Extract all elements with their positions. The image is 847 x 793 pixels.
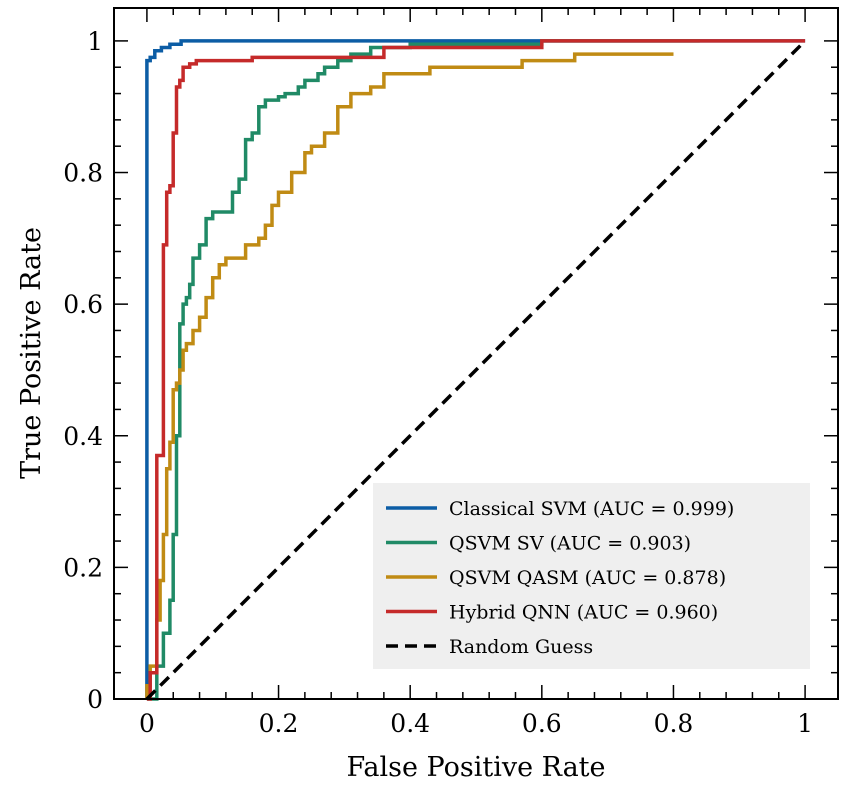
y-tick-label: 0.6 (63, 290, 103, 319)
legend-label: QSVM QASM (AUC = 0.878) (449, 567, 726, 589)
x-tick-label: 0.4 (390, 709, 430, 738)
series-line-hybrid-qnn (146, 39, 806, 701)
series-line-classical-svm (145, 39, 806, 699)
legend: Classical SVM (AUC = 0.999) QSVM SV (AUC … (373, 483, 810, 669)
plot-frame (113, 7, 839, 700)
tick-labels: 0 0.2 0.4 0.6 0.8 1 0 0.2 0.4 0.6 0.8 1 (63, 27, 813, 738)
series-line-qsvm-qasm (145, 52, 674, 699)
x-axis-title: False Positive Rate (346, 752, 605, 783)
series-lines (145, 39, 807, 701)
series-line-random-guess (145, 39, 807, 701)
x-tick-label: 0.6 (522, 709, 562, 738)
y-tick-label: 0.2 (63, 553, 103, 582)
x-tick-label: 1 (797, 709, 813, 738)
x-tick-label: 0.8 (654, 709, 694, 738)
legend-box (373, 483, 810, 669)
legend-label: Random Guess (449, 636, 593, 658)
x-tick-label: 0 (139, 709, 155, 738)
y-tick-label: 0.4 (63, 422, 103, 451)
y-tick-label: 0 (87, 685, 103, 714)
x-tick-label: 0.2 (259, 709, 299, 738)
legend-label: Classical SVM (AUC = 0.999) (449, 498, 734, 520)
legend-label: Hybrid QNN (AUC = 0.960) (449, 602, 718, 624)
legend-label: QSVM SV (AUC = 0.903) (449, 533, 691, 555)
series-line-qsvm-sv (146, 39, 700, 701)
y-tick-label: 1 (87, 27, 103, 56)
y-tick-label: 0.8 (63, 159, 103, 188)
y-axis-title: True Positive Rate (16, 227, 47, 479)
